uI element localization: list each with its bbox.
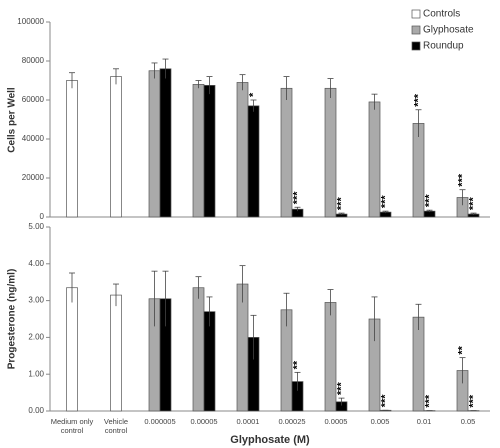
error-bar xyxy=(470,212,477,216)
bar xyxy=(247,105,260,218)
error-bar xyxy=(195,276,202,299)
y-axis-label: Cells per Well xyxy=(7,87,18,153)
bar xyxy=(280,87,293,218)
x-tick-label: Vehicle control xyxy=(103,417,129,435)
error-bar xyxy=(162,270,169,327)
bar xyxy=(192,287,205,412)
significance: *** xyxy=(335,197,347,211)
legend-label: Glyphosate xyxy=(423,25,474,36)
y-tick-label: 2.00 xyxy=(28,333,44,342)
y-tick-label: 0 xyxy=(40,212,45,221)
bar xyxy=(66,287,78,412)
significance: *** xyxy=(335,382,347,396)
significance: *** xyxy=(423,394,435,408)
y-axis-label: Progesterone (ng/ml) xyxy=(7,269,18,370)
error-bar xyxy=(327,289,334,316)
error-bar xyxy=(239,74,246,91)
y-tick-label: 40000 xyxy=(22,134,45,143)
error-bar xyxy=(459,189,466,206)
x-tick-label: 0.005 xyxy=(370,417,390,426)
error-bar xyxy=(338,212,345,216)
error-bar xyxy=(283,292,290,327)
bar xyxy=(203,85,216,218)
significance: *** xyxy=(456,173,468,187)
x-tick-label: 0.0005 xyxy=(324,417,348,426)
y-tick-label: 100000 xyxy=(17,17,44,26)
significance: *** xyxy=(379,394,391,408)
error-bar xyxy=(195,80,202,89)
legend-swatch xyxy=(411,9,421,19)
bar xyxy=(192,84,205,218)
significance: * xyxy=(247,92,259,97)
error-bar xyxy=(382,210,389,214)
error-bar xyxy=(338,397,345,406)
x-tick-label: 0.00005 xyxy=(190,417,218,426)
error-bar xyxy=(113,283,119,307)
error-bar xyxy=(250,314,257,360)
error-bar xyxy=(250,99,257,112)
x-tick-label: 0.01 xyxy=(416,417,432,426)
bar xyxy=(236,82,249,218)
x-tick-label: 0.00025 xyxy=(278,417,306,426)
error-bar xyxy=(113,68,119,85)
error-bar xyxy=(371,296,378,342)
error-bar xyxy=(239,265,246,303)
significance: *** xyxy=(467,197,479,211)
y-tick-label: 5.00 xyxy=(28,222,44,231)
bar xyxy=(148,70,161,218)
error-bar xyxy=(69,272,75,303)
error-bar xyxy=(206,296,213,327)
bar xyxy=(110,294,122,412)
x-tick-label: 0.000005 xyxy=(144,417,176,426)
bar xyxy=(324,87,337,218)
error-bar xyxy=(162,58,169,79)
significance: ** xyxy=(456,345,468,354)
y-tick-label: 20000 xyxy=(22,173,45,182)
y-tick-label: 3.00 xyxy=(28,296,44,305)
x-tick-label: 0.05 xyxy=(460,417,476,426)
error-bar xyxy=(371,93,378,110)
error-bar xyxy=(151,62,158,79)
error-bar xyxy=(294,371,301,391)
bar xyxy=(236,283,249,412)
y-tick-label: 0.00 xyxy=(28,406,44,415)
error-bar xyxy=(206,76,213,95)
error-bar xyxy=(69,72,75,89)
bar xyxy=(324,302,337,412)
y-tick-label: 1.00 xyxy=(28,369,44,378)
significance: *** xyxy=(379,195,391,209)
error-bar xyxy=(459,357,466,384)
y-tick-label: 80000 xyxy=(22,56,45,65)
significance: *** xyxy=(412,93,424,107)
significance: *** xyxy=(291,191,303,205)
bar xyxy=(66,80,78,218)
error-bar xyxy=(327,78,334,99)
y-tick-label: 60000 xyxy=(22,95,45,104)
bar xyxy=(159,68,172,218)
bar xyxy=(412,123,425,218)
significance: *** xyxy=(467,394,479,408)
legend-swatch xyxy=(411,25,421,35)
error-bar xyxy=(283,76,290,100)
significance: ** xyxy=(291,360,303,369)
error-bar xyxy=(151,270,158,327)
error-bar xyxy=(294,206,301,212)
error-bar xyxy=(426,209,433,213)
y-tick-label: 4.00 xyxy=(28,259,44,268)
legend-label: Roundup xyxy=(423,41,464,52)
bar xyxy=(368,101,381,218)
error-bar xyxy=(415,109,422,138)
x-axis-label: Glyphosate (M) xyxy=(230,434,310,446)
bar xyxy=(412,316,425,412)
bar xyxy=(203,311,216,412)
legend-label: Controls xyxy=(423,9,460,20)
legend-swatch xyxy=(411,41,421,51)
x-tick-label: 0.0001 xyxy=(236,417,260,426)
significance: *** xyxy=(423,194,435,208)
bar xyxy=(110,76,122,218)
x-tick-label: Medium only control xyxy=(50,417,94,435)
error-bar xyxy=(415,303,422,331)
